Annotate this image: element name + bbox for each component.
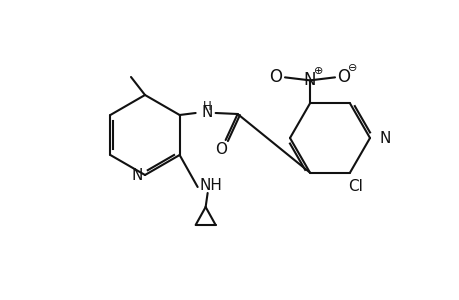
Text: O: O xyxy=(337,68,350,86)
Text: ⊖: ⊖ xyxy=(347,63,357,74)
Text: N: N xyxy=(202,104,213,119)
Text: H: H xyxy=(203,100,212,112)
Text: ⊕: ⊕ xyxy=(313,66,323,76)
Text: N: N xyxy=(379,130,391,146)
Text: O: O xyxy=(214,142,226,157)
Text: N: N xyxy=(131,169,142,184)
Text: N: N xyxy=(303,71,316,89)
Text: Cl: Cl xyxy=(348,179,363,194)
Text: NH: NH xyxy=(199,178,222,193)
Text: O: O xyxy=(269,68,282,86)
